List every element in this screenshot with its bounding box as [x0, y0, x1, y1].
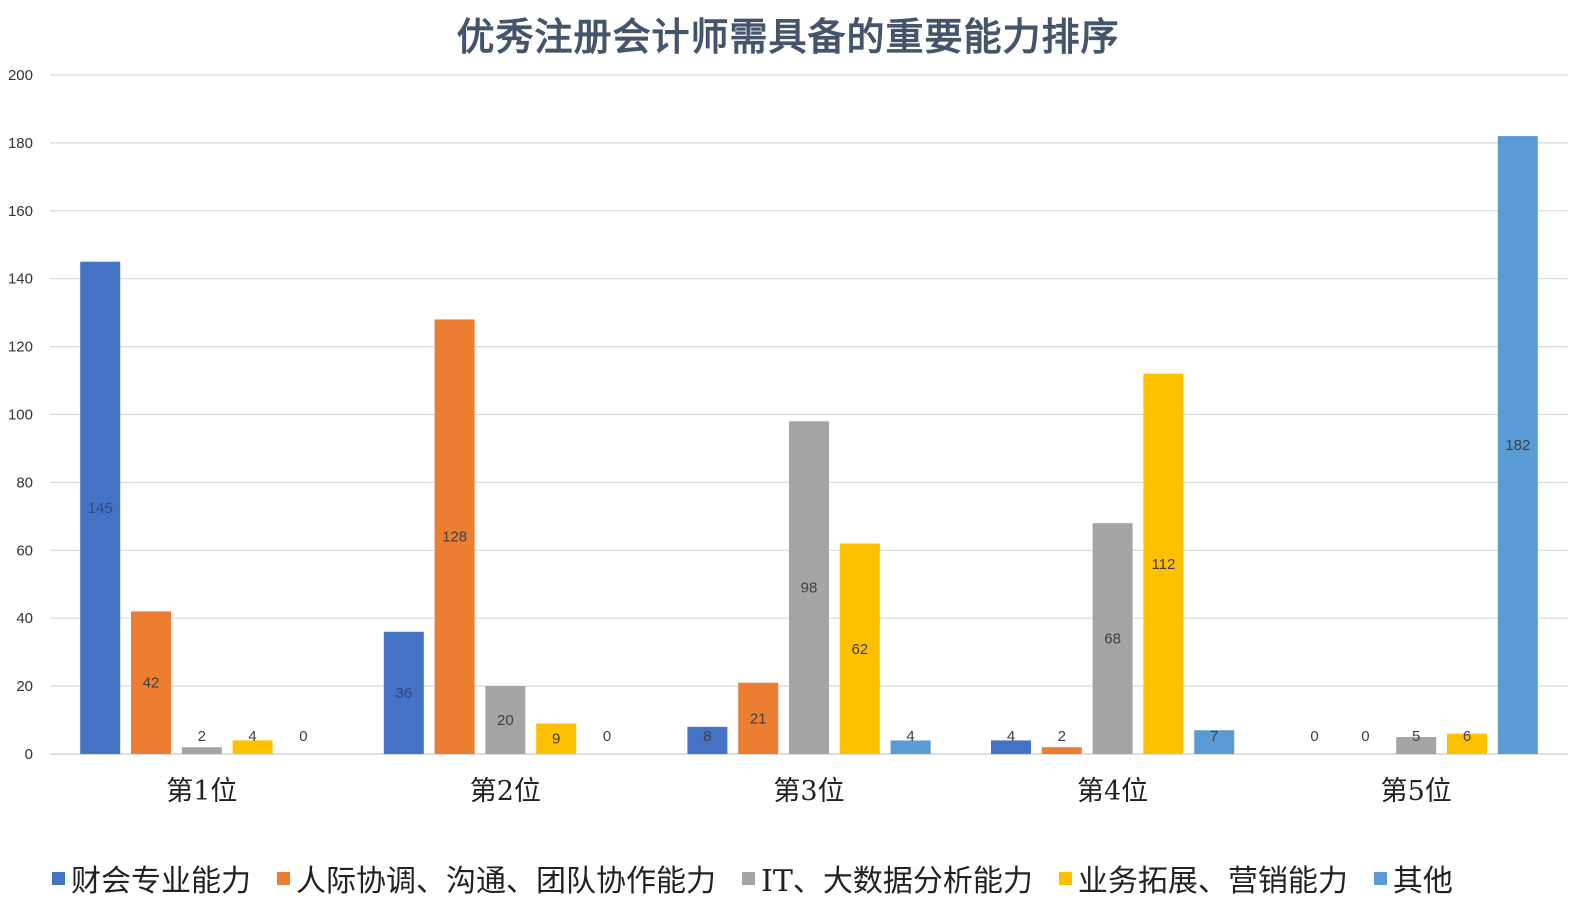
data-label: 4: [248, 728, 256, 745]
bar: [383, 631, 424, 754]
y-tick-label: 160: [8, 203, 33, 220]
data-label: 0: [1310, 728, 1318, 745]
bar: [687, 726, 728, 754]
data-label: 68: [1104, 631, 1121, 648]
data-label: 2: [198, 728, 206, 745]
x-tick-label: 第1位: [166, 776, 237, 807]
legend-swatch: [742, 871, 755, 885]
y-tick-label: 40: [16, 610, 33, 627]
bar: [1092, 523, 1133, 754]
data-label: 8: [703, 728, 711, 745]
bar: [1447, 733, 1487, 754]
data-label: 20: [497, 712, 514, 729]
data-label: 4: [906, 728, 914, 745]
y-tick-label: 140: [8, 271, 33, 288]
y-tick-label: 80: [16, 474, 33, 491]
x-tick-label: 第3位: [773, 776, 844, 807]
legend-label: 业务拓展、营销能力: [1077, 864, 1348, 899]
bar: [789, 421, 829, 754]
bar: [738, 682, 779, 754]
data-label: 6: [1463, 728, 1471, 745]
legend-swatch: [1373, 871, 1387, 885]
data-label: 62: [851, 641, 868, 658]
legend-item: 其他: [1373, 856, 1453, 900]
bar: [131, 611, 171, 754]
data-label: 0: [1361, 728, 1369, 745]
data-label: 98: [801, 580, 818, 597]
bar: [232, 740, 273, 754]
bar: [1396, 737, 1437, 754]
data-label: 9: [552, 731, 560, 748]
data-label: 4: [1007, 728, 1015, 745]
bar: [80, 261, 121, 754]
bar: [1143, 373, 1184, 754]
y-tick-label: 0: [25, 746, 33, 763]
y-tick-label: 100: [8, 407, 33, 424]
y-tick-label: 180: [8, 135, 33, 152]
bar: [181, 747, 222, 754]
bar: [536, 723, 577, 754]
y-axis: 0 20 40 60 80 100 120 140 160 180 200: [8, 67, 33, 763]
legend-label: IT、大数据分析能力: [761, 864, 1033, 899]
chart-title: 优秀注册会计师需具备的重要能力排序: [456, 14, 1120, 59]
data-label: 182: [1505, 437, 1530, 454]
data-label: 5: [1412, 728, 1420, 745]
data-label: 128: [442, 529, 467, 546]
data-label: 0: [299, 728, 307, 745]
bar: [434, 319, 475, 754]
data-label: 21: [750, 710, 767, 727]
legend-item: IT、大数据分析能力: [742, 856, 1033, 900]
legend-item: 财会专业能力: [52, 856, 251, 900]
data-label: 42: [143, 675, 160, 692]
legend-swatch: [277, 871, 290, 885]
bar: [1194, 730, 1235, 754]
bar: [485, 686, 526, 754]
legend-label: 财会专业能力: [71, 864, 251, 899]
data-label: 36: [395, 685, 412, 702]
y-tick-label: 120: [8, 339, 33, 356]
bar: [839, 543, 880, 754]
bar: [1041, 747, 1082, 754]
bar: [1497, 136, 1538, 755]
legend-label: 人际协调、沟通、团队协作能力: [296, 864, 716, 899]
data-label: 2: [1058, 728, 1066, 745]
x-tick-label: 第2位: [470, 776, 541, 807]
data-label: 0: [603, 728, 611, 745]
bars: [80, 136, 1538, 755]
data-label: 112: [1151, 556, 1175, 573]
legend: 财会专业能力 人际协调、沟通、团队协作能力 IT、大数据分析能力 业务拓展、营销能力 其…: [52, 856, 1479, 900]
x-tick-label: 第5位: [1381, 776, 1452, 807]
data-label: 7: [1210, 728, 1218, 745]
legend-swatch: [1058, 871, 1072, 885]
legend-item: 人际协调、沟通、团队协作能力: [277, 856, 716, 900]
legend-swatch: [52, 871, 65, 885]
x-axis: 第1位 第2位 第3位 第4位 第5位: [166, 776, 1452, 807]
bar: [991, 740, 1031, 754]
y-tick-label: 60: [16, 542, 33, 559]
bar: [890, 740, 931, 754]
y-tick-label: 200: [8, 67, 33, 84]
legend-item: 业务拓展、营销能力: [1058, 856, 1348, 900]
legend-label: 其他: [1392, 864, 1453, 899]
x-tick-label: 第4位: [1077, 776, 1148, 807]
data-label: 145: [88, 500, 113, 517]
y-tick-label: 20: [16, 678, 33, 695]
